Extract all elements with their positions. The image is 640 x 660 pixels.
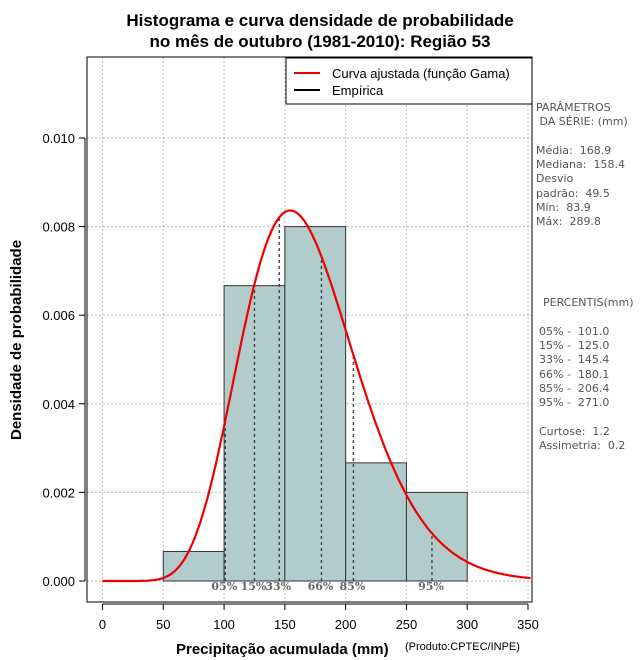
percentil-15: 15% - 125.0 xyxy=(539,339,610,352)
x-axis-label: Precipitação acumulada (mm) xyxy=(176,641,389,658)
legend-label: Curva ajustada (função Gama) xyxy=(332,66,510,81)
percentil-85: 85% - 206.4 xyxy=(539,382,610,395)
x-tick-label: 250 xyxy=(396,617,418,632)
y-tick-label: 0.004 xyxy=(42,397,75,412)
histogram-bar xyxy=(162,550,225,582)
percentile-label: 05% xyxy=(211,580,237,593)
histogram-bar xyxy=(345,462,407,582)
percentil-33: 33% - 145.4 xyxy=(539,353,610,366)
x-tick-label: 0 xyxy=(99,617,106,632)
percentile-label: 33% xyxy=(265,580,291,593)
chart-title-line-1: Histograma e curva densidade de probabil… xyxy=(126,11,514,30)
params-title-1: PARÂMETROS xyxy=(536,101,611,114)
x-tick-label: 150 xyxy=(274,617,296,632)
percentis-title: PERCENTIS(mm) xyxy=(543,296,634,309)
histogram-bar xyxy=(405,491,468,582)
y-tick-label: 0.010 xyxy=(42,131,75,146)
gamma-fit-curve xyxy=(102,209,531,583)
y-tick-label: 0.008 xyxy=(42,220,75,235)
stat-min: Mín: 83.9 xyxy=(536,201,591,214)
percentil-66: 66% - 180.1 xyxy=(539,368,610,381)
y-tick-label: 0.000 xyxy=(42,574,75,589)
y-tick-label: 0.006 xyxy=(42,308,75,323)
chart-title-line-2: no mês de outubro (1981-2010): Região 53 xyxy=(149,32,491,51)
stat-assimetria: Assimetria: 0.2 xyxy=(539,439,626,452)
x-tick-label: 50 xyxy=(156,617,170,632)
params-title-2: DA SÉRIE: (mm) xyxy=(536,115,628,128)
stat-curtose: Curtose: 1.2 xyxy=(539,425,610,438)
stat-max: Máx: 289.8 xyxy=(536,215,601,228)
plot-frame xyxy=(86,56,533,603)
y-tick-label: 0.002 xyxy=(42,485,75,500)
stat-mediana: Mediana: 158.4 xyxy=(536,158,625,171)
histogram-bar xyxy=(284,226,347,582)
percentile-label: 95% xyxy=(418,580,444,593)
percentile-label: 15% xyxy=(241,580,267,593)
x-tick-label: 350 xyxy=(517,617,539,632)
stat-desvio-line-1: Desvio xyxy=(536,172,574,185)
percentil-95: 95% - 271.0 xyxy=(539,396,610,409)
x-tick-label: 300 xyxy=(456,617,478,632)
percentile-label: 85% xyxy=(340,580,366,593)
percentil-05: 05% - 101.0 xyxy=(539,325,610,338)
stat-media: Média: 168.9 xyxy=(536,144,612,157)
legend-label: Empírica xyxy=(332,83,384,98)
y-axis-label: Densidade de probabilidade xyxy=(8,239,25,440)
percentile-label: 66% xyxy=(308,580,334,593)
x-tick-label: 100 xyxy=(213,617,235,632)
legend-box xyxy=(285,57,533,105)
stat-desvio-line-2: padrão: 49.5 xyxy=(536,187,610,200)
x-tick-label: 200 xyxy=(335,617,357,632)
product-credit: (Produto:CPTEC/INPE) xyxy=(405,641,520,653)
